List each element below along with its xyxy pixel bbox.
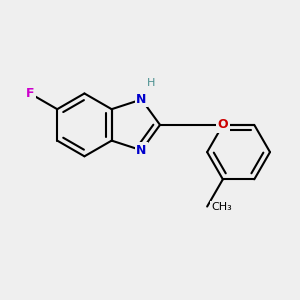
- Text: CH₃: CH₃: [211, 202, 232, 212]
- Text: O: O: [218, 118, 228, 131]
- Text: N: N: [136, 144, 147, 157]
- Text: H: H: [147, 79, 156, 88]
- Text: N: N: [136, 93, 147, 106]
- Text: F: F: [26, 87, 34, 100]
